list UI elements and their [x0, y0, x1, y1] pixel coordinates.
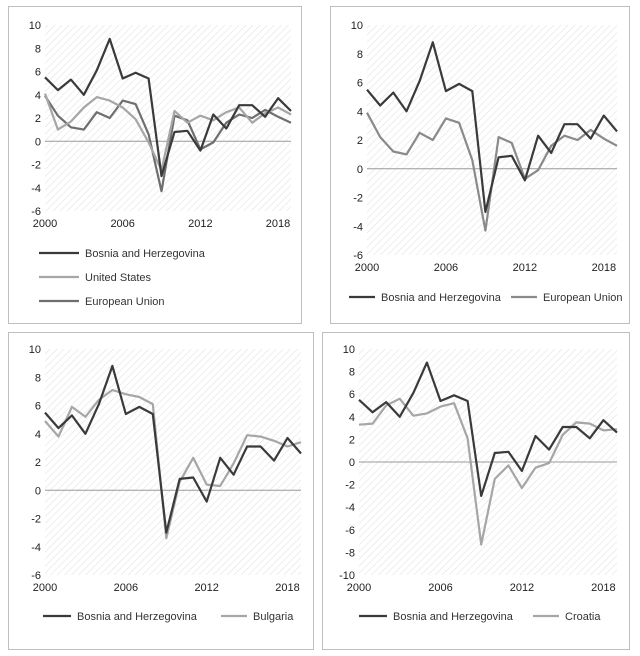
- chart-1-svg: -6 -4 -2 0 2 4 6 8 10 2000 2006 2012 2018 Bosnia and …: [29, 20, 292, 308]
- y-tick-label: 10: [29, 344, 41, 356]
- y-tick-label: -2: [31, 514, 41, 526]
- x-tick-label: 2012: [188, 218, 212, 230]
- y-tick-label: -4: [345, 502, 355, 514]
- legend-label: United States: [85, 272, 152, 284]
- y-tick-label: -4: [353, 221, 363, 233]
- plot-area: [367, 25, 617, 255]
- y-tick-label: -2: [31, 160, 41, 172]
- x-tick-label: 2006: [428, 582, 452, 594]
- y-tick-label: 8: [35, 43, 41, 55]
- series-line-bosnia-and-herzegovina: [366, 41, 618, 213]
- y-tick-label: -6: [31, 570, 41, 582]
- x-tick-label: 2012: [513, 262, 537, 274]
- series-line-united-states: [43, 93, 292, 172]
- chart-2-svg: -6 -4 -2 0 2 4 6 8 10 2000 2006 2012 2018 Bosnia and …: [349, 20, 623, 304]
- x-tick-label: 2000: [33, 582, 57, 594]
- y-tick-label: 2: [349, 434, 355, 446]
- series-line-croatia: [358, 397, 618, 546]
- y-tick-label: 2: [35, 457, 41, 469]
- legend-label: European Union: [543, 292, 623, 304]
- x-tick-label: 2018: [592, 262, 616, 274]
- chart-3-svg: -6 -4 -2 0 2 4 6 8 10 2000 2006 2012 2018 Bosnia and …: [29, 344, 302, 623]
- chart-panel-4: -10 -8 -6 -4 -2 0 2 4 6 8 10 2000 2006 2012 2018 Bosnia…: [322, 332, 630, 650]
- y-tick-label: -10: [339, 570, 355, 582]
- legend-label: Bosnia and Herzegovina: [85, 248, 206, 260]
- x-tick-label: 2012: [194, 582, 218, 594]
- x-tick-label: 2018: [591, 582, 615, 594]
- y-tick-label: 0: [35, 136, 41, 148]
- y-tick-label: 6: [357, 78, 363, 90]
- legend-label: Bosnia and Herzegovina: [381, 292, 502, 304]
- y-tick-label: -6: [345, 525, 355, 537]
- y-tick-label: -2: [345, 480, 355, 492]
- y-tick-label: 4: [35, 429, 41, 441]
- y-tick-label: 8: [349, 367, 355, 379]
- legend: Bosnia and Herzegovina European Union: [349, 292, 623, 304]
- y-tick-label: 0: [349, 457, 355, 469]
- chart-panel-1: -6 -4 -2 0 2 4 6 8 10 2000 2006 2012 2018 Bosnia and …: [8, 6, 302, 324]
- y-tick-label: 8: [35, 372, 41, 384]
- legend-label: European Union: [85, 296, 165, 308]
- y-tick-label: 2: [35, 113, 41, 125]
- legend: Bosnia and Herzegovina Bulgaria: [43, 611, 294, 623]
- y-tick-label: 6: [35, 401, 41, 413]
- y-tick-label: 8: [357, 49, 363, 61]
- x-tick-label: 2018: [266, 218, 290, 230]
- y-tick-label: 4: [357, 106, 363, 118]
- y-tick-label: -2: [353, 193, 363, 205]
- x-tick-label: 2018: [275, 582, 299, 594]
- x-tick-label: 2006: [114, 582, 138, 594]
- series-line-bosnia-and-herzegovina: [44, 364, 302, 534]
- y-tick-label: -8: [345, 547, 355, 559]
- x-tick-label: 2000: [347, 582, 371, 594]
- y-tick-label: 10: [29, 20, 41, 32]
- legend-label: Bosnia and Herzegovina: [393, 611, 514, 623]
- y-tick-label: 10: [343, 344, 355, 356]
- y-tick-label: -4: [31, 183, 41, 195]
- y-tick-label: -4: [31, 542, 41, 554]
- series-line-bosnia-and-herzegovina: [358, 361, 618, 497]
- y-tick-label: -6: [353, 250, 363, 262]
- y-tick-label: 6: [349, 389, 355, 401]
- plot-area: [45, 349, 301, 575]
- legend-label: Bulgaria: [253, 611, 294, 623]
- y-tick-label: 0: [357, 164, 363, 176]
- y-tick-label: 0: [35, 485, 41, 497]
- x-tick-label: 2006: [434, 262, 458, 274]
- legend-label: Croatia: [565, 611, 601, 623]
- x-tick-label: 2012: [510, 582, 534, 594]
- legend: Bosnia and Herzegovina United States Europ…: [39, 248, 206, 308]
- y-tick-label: 10: [351, 20, 363, 32]
- x-tick-label: 2000: [33, 218, 57, 230]
- y-tick-label: -6: [31, 206, 41, 218]
- x-tick-label: 2000: [355, 262, 379, 274]
- legend-label: Bosnia and Herzegovina: [77, 611, 198, 623]
- y-tick-label: 4: [349, 412, 355, 424]
- y-tick-label: 6: [35, 67, 41, 79]
- chart-panel-3: -6 -4 -2 0 2 4 6 8 10 2000 2006 2012 2018 Bosnia and …: [8, 332, 314, 650]
- legend: Bosnia and Herzegovina Croatia: [359, 611, 601, 623]
- chart-panel-2: -6 -4 -2 0 2 4 6 8 10 2000 2006 2012 2018 Bosnia and …: [330, 6, 630, 324]
- y-tick-label: 2: [357, 135, 363, 147]
- series-line-bosnia-and-herzegovina: [44, 37, 292, 178]
- chart-4-svg: -10 -8 -6 -4 -2 0 2 4 6 8 10 2000 2006 2012 2018 Bosnia…: [339, 344, 618, 623]
- x-tick-label: 2006: [110, 218, 134, 230]
- y-tick-label: 4: [35, 90, 41, 102]
